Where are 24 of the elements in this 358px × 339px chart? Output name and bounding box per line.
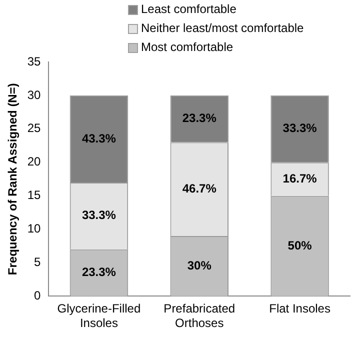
y-tick-label: 30: [27, 88, 42, 102]
legend-label: Neither least/most comfortable: [141, 20, 304, 37]
x-tick-label: Prefabricated Orthoses: [164, 302, 236, 330]
annotation: 23.3%: [182, 111, 217, 126]
x-tick-label: Flat Insoles: [269, 302, 330, 316]
y-axis-title: Frequency of Rank Assigned (N=): [6, 83, 20, 276]
annotation: 33.3%: [282, 121, 318, 136]
y-tick-label: 20: [27, 154, 42, 169]
legend-label: Most comfortable: [141, 39, 234, 56]
y-tick-label: 10: [27, 222, 42, 236]
annotation: 33.3%: [82, 208, 116, 222]
y-tick-label: 0: [34, 288, 42, 303]
legend-label: Least comfortable: [141, 1, 236, 18]
x-tick-label: Glycerine-Filled Insoles: [57, 302, 141, 330]
annotation: 16.7%: [282, 171, 318, 186]
annotation: 23.3%: [82, 265, 116, 280]
y-tick-label: 15: [27, 188, 42, 202]
annotation: 46.7%: [182, 181, 217, 196]
annotation: 43.3%: [82, 131, 116, 146]
annotation: 30%: [187, 258, 212, 272]
y-tick-label: 5: [34, 255, 42, 270]
annotation: 50%: [288, 238, 312, 252]
y-tick-label: 35: [27, 54, 42, 68]
y-tick-label: 25: [27, 121, 42, 136]
